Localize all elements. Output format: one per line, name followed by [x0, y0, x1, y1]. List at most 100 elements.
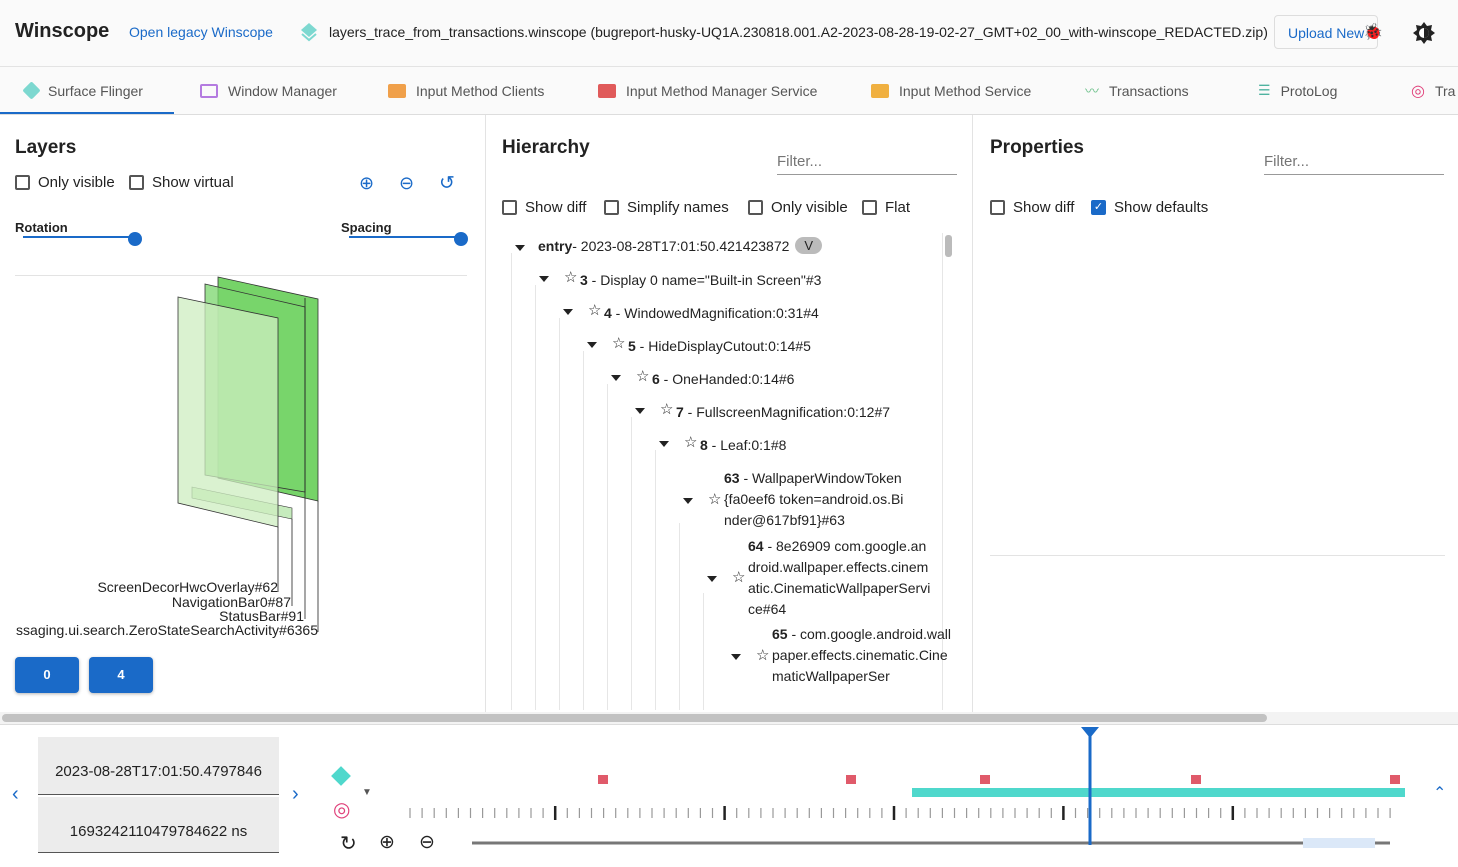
show-diff-checkbox[interactable]: Show diff [990, 199, 1074, 216]
layers-3d-canvas[interactable] [0, 115, 486, 655]
tree-node[interactable]: 5 - HideDisplayCutout:0:14#5 [628, 336, 956, 354]
only-visible-checkbox[interactable]: Only visible [15, 174, 115, 191]
tree-scrollbar[interactable] [945, 235, 952, 257]
star-icon[interactable]: ☆ [684, 434, 698, 451]
theme-toggle-icon[interactable] [1413, 22, 1435, 44]
simplify-names-checkbox[interactable]: Simplify names [604, 199, 729, 216]
tab-surface-flinger[interactable]: Surface Flinger [22, 67, 143, 114]
tree-node[interactable]: 7 - FullscreenMagnification:0:12#7 [676, 402, 956, 420]
show-virtual-checkbox[interactable]: Show virtual [129, 174, 234, 191]
rotation-label: Rotation [15, 220, 68, 235]
transition-entry-mark[interactable] [598, 775, 608, 784]
checkbox-label: Show diff [525, 199, 587, 216]
tree-node[interactable]: 4 - WindowedMagnification:0:31#4 [604, 303, 956, 321]
timestamp-input[interactable]: 2023-08-28T17:01:50.4797846 [38, 737, 279, 795]
tree-node[interactable]: 3 - Display 0 name="Built-in Screen"#3 [580, 270, 956, 288]
tab-transitions[interactable]: ◎ Tra [1411, 67, 1455, 114]
transition-entry-mark[interactable] [1191, 775, 1201, 784]
timeline-canvas[interactable] [0, 725, 1458, 861]
collapse-arrow-icon[interactable] [731, 653, 741, 660]
transition-entry-mark[interactable] [980, 775, 990, 784]
collapse-arrow-icon[interactable] [515, 245, 525, 251]
checkbox-box-checked[interactable]: ✓ [1091, 200, 1106, 215]
node-name: - WallpaperWindowToken{fa0eef6 token=and… [724, 470, 904, 528]
next-entry-icon[interactable]: › [292, 783, 299, 805]
collapse-arrow-icon[interactable] [707, 576, 717, 582]
layers-entries-bar[interactable] [912, 788, 1405, 797]
display-button-4[interactable]: 4 [89, 657, 153, 693]
hierarchy-filter-input[interactable] [777, 149, 957, 175]
checkbox-box[interactable] [15, 175, 30, 190]
reset-view-icon[interactable]: ↺ [439, 173, 455, 194]
layer-label[interactable]: NavigationBar0#87 [171, 594, 291, 610]
tab-protolog[interactable]: ☰ ProtoLog [1258, 67, 1337, 114]
star-icon[interactable]: ☆ [612, 335, 626, 352]
spacing-slider-thumb[interactable] [454, 232, 468, 246]
checkbox-box[interactable] [990, 200, 1005, 215]
prev-entry-icon[interactable]: ‹ [12, 783, 19, 805]
flat-checkbox[interactable]: Flat [862, 199, 910, 216]
spacing-slider[interactable] [349, 236, 461, 238]
zoom-in-icon[interactable]: ⊕ [359, 173, 375, 193]
zoom-in-icon[interactable]: ⊕ [379, 832, 395, 853]
expand-timeline-icon[interactable]: ⌃ [1433, 785, 1447, 802]
tree-node[interactable]: 63 - WallpaperWindowToken{fa0eef6 token=… [724, 468, 910, 531]
horizontal-scrollbar-track[interactable] [0, 712, 1458, 724]
tab-input-method-manager-service[interactable]: Input Method Manager Service [598, 67, 817, 114]
star-icon[interactable]: ☆ [660, 401, 674, 418]
zoom-out-icon[interactable]: ⊖ [399, 173, 415, 193]
star-icon[interactable]: ☆ [636, 368, 650, 385]
show-defaults-checkbox[interactable]: ✓ Show defaults [1091, 199, 1208, 216]
collapse-arrow-icon[interactable] [635, 408, 645, 414]
checkbox-box[interactable] [502, 200, 517, 215]
tab-input-method-service[interactable]: Input Method Service [871, 67, 1031, 114]
rotation-slider[interactable] [23, 236, 135, 238]
display-button-0[interactable]: 0 [15, 657, 79, 693]
collapse-arrow-icon[interactable] [611, 375, 621, 381]
star-icon[interactable]: ☆ [708, 490, 722, 508]
upload-new-button[interactable]: Upload New 🐞 [1274, 15, 1383, 49]
tree-node[interactable]: 64 - 8e26909 com.google.android.wallpape… [748, 536, 934, 620]
collapse-arrow-icon[interactable] [683, 497, 693, 504]
layer-label[interactable]: ScreenDecorHwcOverlay#62 [97, 579, 278, 595]
show-diff-checkbox[interactable]: Show diff [502, 199, 586, 216]
star-icon[interactable]: ☆ [588, 302, 602, 319]
rotation-slider-thumb[interactable] [128, 232, 142, 246]
collapse-arrow-icon[interactable] [563, 309, 573, 315]
star-icon[interactable]: ☆ [756, 646, 770, 664]
tree-node[interactable]: 8 - Leaf:0:1#8 [700, 435, 956, 453]
checkbox-box[interactable] [862, 200, 877, 215]
collapse-arrow-icon[interactable] [539, 276, 549, 282]
star-icon[interactable]: ☆ [732, 569, 746, 586]
mini-timeline-selection[interactable] [1303, 838, 1375, 848]
open-legacy-link[interactable]: Open legacy Winscope [129, 24, 273, 40]
transition-entry-mark[interactable] [1390, 775, 1400, 784]
collapse-arrow-icon[interactable] [587, 342, 597, 348]
zoom-out-icon[interactable]: ⊖ [419, 832, 435, 853]
collapse-arrow-icon[interactable] [659, 441, 669, 447]
checkbox-box[interactable] [129, 175, 144, 190]
layer-label[interactable]: StatusBar#91 [219, 608, 304, 624]
star-icon[interactable]: ☆ [564, 269, 578, 286]
properties-filter-input[interactable] [1264, 149, 1444, 175]
transition-entry-mark[interactable] [846, 775, 856, 784]
horizontal-scrollbar-thumb[interactable] [2, 714, 1267, 722]
only-visible-checkbox[interactable]: Only visible [748, 199, 848, 216]
tab-transactions[interactable]: 〰 Transactions [1085, 67, 1189, 114]
layer-label[interactable]: ssaging.ui.search.ZeroStateSearchActivit… [16, 622, 318, 638]
reset-zoom-icon[interactable]: ↻ [340, 833, 357, 855]
bug-icon[interactable]: 🐞 [1363, 24, 1383, 41]
timeline-cursor-handle[interactable] [1081, 727, 1099, 738]
checkbox-box[interactable] [748, 200, 763, 215]
window-icon [200, 83, 218, 98]
transitions-trace-icon[interactable]: ◎ [333, 799, 351, 821]
trace-selector-dropdown-icon[interactable]: ▼ [362, 787, 372, 798]
tree-node[interactable]: 6 - OneHanded:0:14#6 [652, 369, 956, 387]
tree-node[interactable]: 65 - com.google.android.wallpaper.effect… [772, 624, 956, 687]
ns-timestamp-input[interactable]: 1693242110479784622 ns [38, 797, 279, 853]
checkbox-box[interactable] [604, 200, 619, 215]
tree-node-entry[interactable]: entry - 2023-08-28T17:01:50.421423872 V [538, 237, 823, 254]
tab-input-method-clients[interactable]: Input Method Clients [388, 67, 544, 114]
visibility-badge: V [795, 237, 823, 254]
tab-window-manager[interactable]: Window Manager [200, 67, 337, 114]
